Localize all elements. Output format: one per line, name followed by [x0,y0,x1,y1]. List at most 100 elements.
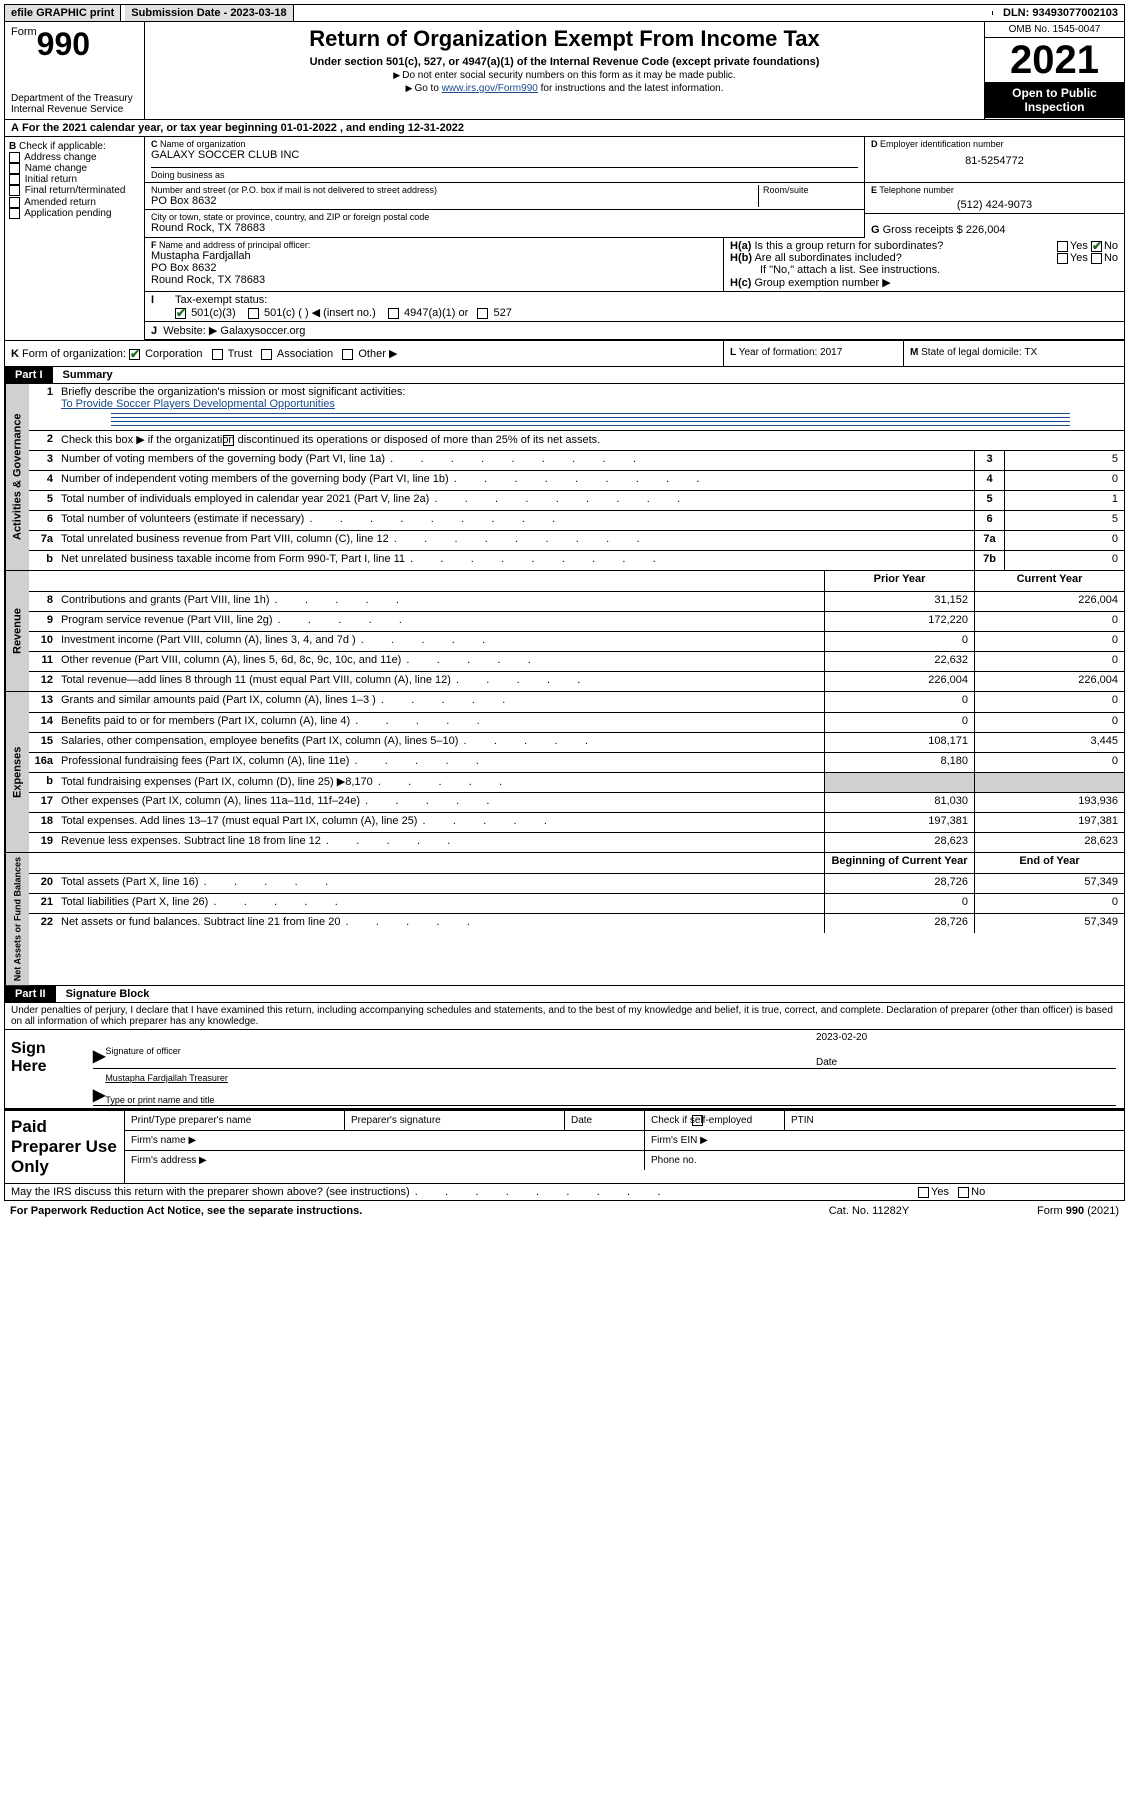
cb-hb-yes[interactable] [1057,253,1068,264]
omb-number: OMB No. 1545-0047 [985,22,1124,38]
firm-phone-label: Phone no. [645,1151,1124,1170]
prior-year-value: 0 [824,894,974,913]
line-num: 19 [29,833,57,852]
prep-check-label: Check if self-employed [645,1111,785,1130]
cb-amended-return[interactable] [9,197,20,208]
line-num: 4 [29,471,57,490]
hb-label: Are all subordinates included? [754,252,901,264]
firm-name-label: Firm's name ▶ [125,1131,645,1150]
current-year-value: 0 [974,632,1124,651]
current-year-value: 57,349 [974,874,1124,893]
line-value: 0 [1004,471,1124,490]
city-value: Round Rock, TX 78683 [151,222,858,234]
cb-501c3[interactable] [175,308,186,319]
dln: DLN: 93493077002103 [997,5,1124,21]
line1-value[interactable]: To Provide Soccer Players Developmental … [61,398,335,410]
line-num: 7a [29,531,57,550]
discuss-preparer: May the IRS discuss this return with the… [11,1186,918,1198]
cb-discuss-yes[interactable] [918,1187,929,1198]
line-desc: Grants and similar amounts paid (Part IX… [57,692,824,712]
state-domicile: State of legal domicile: TX [921,347,1037,358]
current-year-value [974,773,1124,792]
line-box: 5 [974,491,1004,510]
current-year-value: 197,381 [974,813,1124,832]
prior-year-value: 0 [824,692,974,712]
officer-name: Mustapha Fardjallah [151,250,717,262]
current-year-value: 0 [974,612,1124,631]
line-value: 5 [1004,511,1124,530]
hc-label: Group exemption number ▶ [754,277,890,289]
current-year-value: 57,349 [974,914,1124,933]
line-num: 21 [29,894,57,913]
line-num: 12 [29,672,57,691]
officer-name-title: Mustapha Fardjallah Treasurer [105,1073,228,1083]
form-footer: Form 990 (2021) [969,1205,1119,1217]
hb-note: If "No," attach a list. See instructions… [730,264,1118,276]
cb-discuss-no[interactable] [958,1187,969,1198]
part2-header: Part II [5,986,56,1002]
prior-year-value: 28,726 [824,914,974,933]
side-governance: Activities & Governance [5,384,29,570]
cb-hb-no[interactable] [1091,253,1102,264]
prior-year-value: 0 [824,632,974,651]
firm-ein-label: Firm's EIN ▶ [645,1131,1124,1150]
cb-501c[interactable] [248,308,259,319]
irs-label: Internal Revenue Service [11,104,138,115]
street-value: PO Box 8632 [151,195,758,207]
cb-527[interactable] [477,308,488,319]
officer-addr2: Round Rock, TX 78683 [151,274,717,286]
type-name-label: Type or print name and title [105,1095,214,1105]
efile-button[interactable]: efile GRAPHIC print [5,5,121,21]
prior-year-value: 226,004 [824,672,974,691]
cb-address-change[interactable] [9,152,20,163]
cb-association[interactable] [261,349,272,360]
form-subtitle: Under section 501(c), 527, or 4947(a)(1)… [153,56,976,68]
prior-year-value: 172,220 [824,612,974,631]
line-num: 9 [29,612,57,631]
cb-discontinued[interactable] [223,435,234,446]
officer-label: Name and address of principal officer: [159,240,310,250]
cb-other[interactable] [342,349,353,360]
side-revenue: Revenue [5,571,29,691]
line-num: 10 [29,632,57,651]
cb-ha-yes[interactable] [1057,241,1068,252]
part1-title: Summary [53,367,113,383]
form-title: Return of Organization Exempt From Incom… [153,26,976,52]
tax-status-label: Tax-exempt status: [175,294,267,306]
cb-4947[interactable] [388,308,399,319]
cb-name-change[interactable] [9,163,20,174]
line-desc: Professional fundraising fees (Part IX, … [57,753,824,772]
line2-label: Check this box ▶ if the organization dis… [57,431,1124,450]
name-label: Name of organization [160,139,246,149]
ha-label: Is this a group return for subordinates? [754,240,943,252]
cb-corporation[interactable] [129,349,140,360]
ptin-label: PTIN [785,1111,1124,1130]
side-expenses: Expenses [5,692,29,852]
paid-preparer-label: Paid Preparer Use Only [5,1111,125,1183]
cb-final-return[interactable] [9,185,20,196]
sig-date-value: 2023-02-20 [816,1032,867,1043]
line-desc: Total assets (Part X, line 16) [57,874,824,893]
line-num: 22 [29,914,57,933]
line-desc: Other expenses (Part IX, column (A), lin… [57,793,824,812]
line-desc: Net unrelated business taxable income fr… [57,551,974,570]
cb-self-employed[interactable] [692,1115,703,1126]
prior-year-value: 108,171 [824,733,974,752]
cb-ha-no[interactable] [1091,241,1102,252]
cb-trust[interactable] [212,349,223,360]
cb-initial-return[interactable] [9,174,20,185]
section-b-checkboxes: B Check if applicable: Address change Na… [5,137,145,340]
sig-arrow-icon: ▶ [93,1046,105,1068]
current-year-value: 0 [974,894,1124,913]
cb-application-pending[interactable] [9,208,20,219]
sign-here-label: Sign Here [5,1030,85,1108]
line-num: 8 [29,592,57,611]
line-desc: Salaries, other compensation, employee b… [57,733,824,752]
col-prior-year: Prior Year [824,571,974,591]
line-num: b [29,551,57,570]
irs-link[interactable]: www.irs.gov/Form990 [442,83,538,94]
prior-year-value: 0 [824,713,974,732]
line-desc: Total number of volunteers (estimate if … [57,511,974,530]
line-desc: Other revenue (Part VIII, column (A), li… [57,652,824,671]
current-year-value: 0 [974,652,1124,671]
